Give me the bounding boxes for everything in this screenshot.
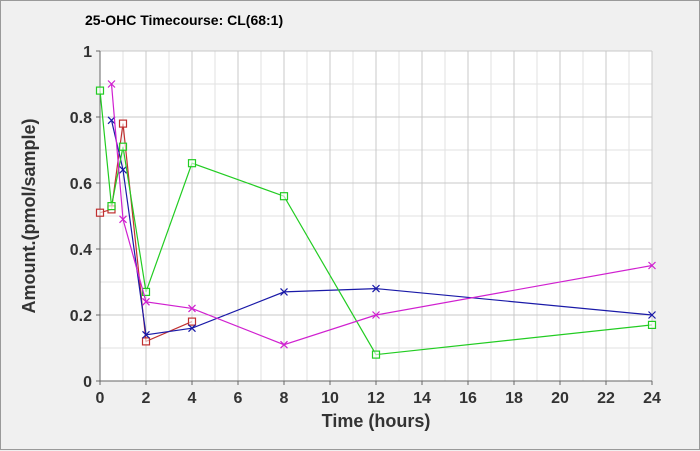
x-tick-label: 4 [188,390,197,407]
x-tick-label: 0 [96,390,105,407]
data-point [280,340,288,349]
x-tick-label: 10 [321,390,339,407]
data-point [119,215,127,224]
data-point [372,284,380,293]
x-tick-label: 6 [234,390,243,407]
x-tick-label: 16 [459,390,477,407]
data-point [119,165,127,174]
x-tick-label: 20 [551,390,569,407]
data-point [279,192,289,201]
y-tick-label: 0.6 [70,176,92,193]
x-tick-label: 2 [142,390,151,407]
data-point [118,142,128,151]
y-tick-label: 0.4 [70,242,92,259]
data-point [141,337,151,346]
y-tick-label: 0.8 [70,110,92,127]
series-layer [95,80,657,359]
data-point [648,311,656,319]
x-tick-label: 12 [367,390,385,407]
data-point [280,287,288,296]
data-point [187,159,197,168]
x-tick-label: 14 [413,390,431,407]
y-tick-label: 0.2 [70,308,92,325]
x-tick-label: 8 [280,390,289,407]
data-point [107,80,116,88]
x-tick-label: 24 [643,390,661,407]
data-point [188,324,196,333]
data-point [95,86,105,95]
data-point [371,350,381,359]
data-point [141,287,151,296]
data-point [372,311,380,319]
x-tick-label: 22 [597,390,615,407]
data-point [647,320,657,329]
x-tick-label: 18 [505,390,523,407]
grid [99,50,653,382]
series-2 [107,116,656,339]
series-line [99,90,653,356]
data-point [187,317,197,326]
data-point [142,297,150,306]
y-axis-label: Amount.(pmol/sample) [19,118,39,313]
data-point [188,304,196,313]
series-3 [95,86,657,359]
data-point [142,330,150,339]
y-tick-label: 0 [83,374,92,391]
data-point [648,261,656,270]
data-point [118,119,128,128]
y-tick-label: 1 [83,44,92,61]
data-point [95,208,105,217]
series-4 [107,80,656,349]
chart-title: 25-OHC Timecourse: CL(68:1) [85,12,283,28]
x-axis-label: Time (hours) [322,411,431,431]
data-point [107,202,116,211]
